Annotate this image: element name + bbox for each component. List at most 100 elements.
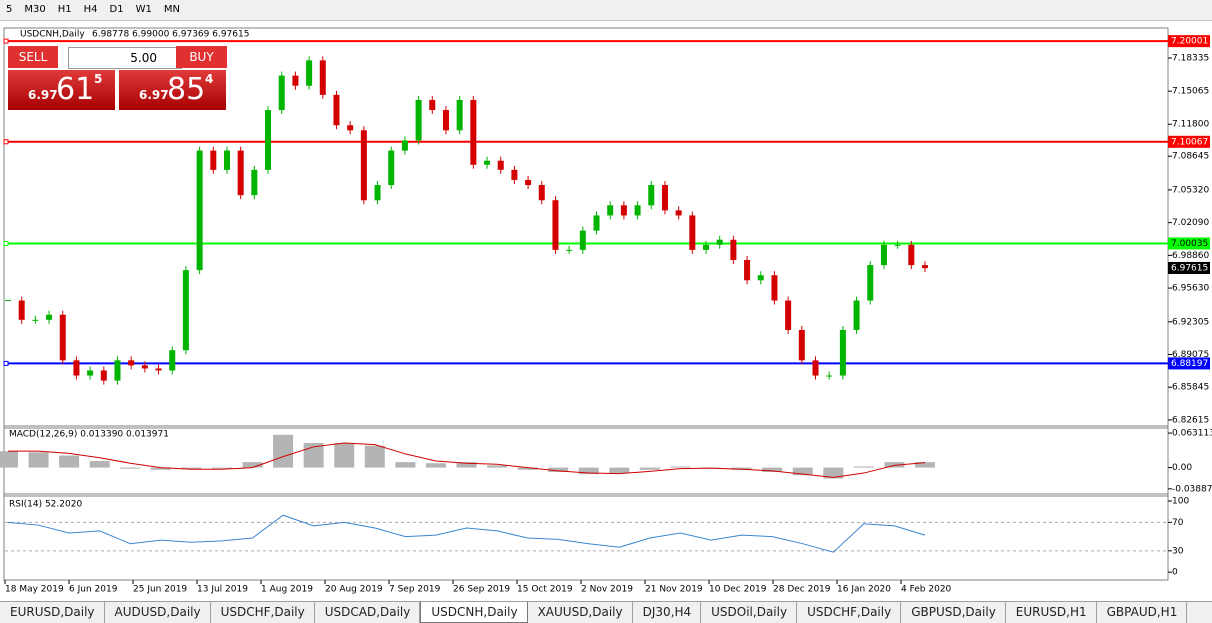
candle [648,185,655,206]
candle [661,185,668,211]
chart-tab[interactable]: EURUSD,Daily [0,602,105,623]
macd-bar [762,467,783,472]
macd-bar [89,461,110,468]
candle [634,205,641,216]
chart-window: USDCNH,Daily 6.98778 6.99000 6.97369 6.9… [0,27,1212,595]
candle [347,125,354,131]
candle [319,60,326,95]
macd-bar [456,462,477,468]
timeframe-button[interactable]: M30 [24,4,46,15]
timeframe-button[interactable]: D1 [109,4,124,15]
x-tick-label: 26 Sep 2019 [453,585,510,595]
x-tick-label: 10 Dec 2019 [709,585,767,595]
chart-tab[interactable]: AUDUSD,Daily [105,602,211,623]
y-tick-label: 7.18335 [1172,54,1209,64]
level-label: 7.10067 [1171,137,1208,147]
macd-bar [425,463,446,468]
candle [798,329,805,361]
macd-bar [487,465,508,468]
candle [114,360,121,381]
candle [237,150,244,196]
candle [456,99,463,131]
candle [442,110,449,131]
chart-tab[interactable]: XAUUSD,Daily [528,602,633,623]
candle [196,150,203,271]
candle [169,350,176,371]
ohlc-label: 6.98778 6.99000 6.97369 6.97615 [92,30,249,40]
macd-bar [0,451,18,468]
candle [333,94,340,126]
candle [100,370,107,381]
candle [579,230,586,250]
lots-input[interactable]: 5.00 [68,47,182,69]
macd-bar [28,452,49,468]
sell-button[interactable]: SELL [8,46,58,68]
chart-tab[interactable]: USDCNH,Daily [420,602,528,623]
current-price-tag [1168,261,1210,274]
candle [497,160,504,170]
x-tick-label: 18 May 2019 [5,585,64,595]
x-tick-label: 1 Aug 2019 [261,585,313,595]
timeframe-button[interactable]: H4 [83,4,98,15]
candle [839,329,846,376]
y-tick-label: 7.11800 [1172,120,1209,130]
chart-tab[interactable]: GBPUSD,Daily [901,602,1006,623]
candle [306,60,313,86]
chart-tab[interactable]: USDCAD,Daily [315,602,421,623]
x-tick-label: 2 Nov 2019 [581,585,633,595]
y-tick-label: 6.92305 [1172,317,1209,327]
timeframe-button[interactable]: MN [163,4,180,15]
chart-tab[interactable]: USDCHF,Daily [211,602,315,623]
ask-price[interactable]: 6.97 85 4 [119,70,226,110]
macd-bar [915,462,935,468]
chart-tabs: EURUSD,Daily AUDUSD,Daily USDCHF,Daily USDC… [0,601,1212,623]
macd-bar [273,434,294,468]
chart-tab[interactable]: DJ30,H4 [633,602,702,623]
timeframe-button[interactable]: 5 [6,4,13,15]
x-tick-label: 21 Nov 2019 [645,585,703,595]
candle [46,314,53,320]
candle [593,215,600,231]
candle [538,185,545,201]
candle [730,239,737,261]
chart-tab[interactable]: GBPAUD,H1 [1097,602,1188,623]
candle [388,150,395,186]
timeframe-button[interactable]: H1 [57,4,72,15]
macd-bar [578,467,599,475]
macd-bar [181,467,202,470]
candle [744,260,751,281]
bid-big: 6.97 [28,88,58,102]
level-tag [1168,237,1210,250]
macd-bar [120,467,141,469]
candle [826,375,833,377]
level-label: 7.00035 [1171,239,1208,249]
candle [87,370,94,376]
x-tick-label: 20 Aug 2019 [325,585,383,595]
x-tick-label: 16 Jan 2020 [837,585,891,595]
chart-tab[interactable]: EURUSD,H1 [1006,602,1097,623]
buy-button[interactable]: BUY [176,46,227,68]
macd-bar [548,467,569,472]
chart-frame [3,27,1169,581]
chart-tab[interactable]: USDOil,Daily [701,602,798,623]
bid-point: 5 [94,72,103,86]
candle [470,99,477,165]
chart-tab[interactable]: USDCHF,Daily [797,602,902,623]
bid-price[interactable]: 6.97 61 5 [8,70,115,110]
y-tick-label: 6.98860 [1172,251,1209,261]
x-tick-label: 15 Oct 2019 [517,585,573,595]
macd-bar [823,467,844,479]
candle [525,179,532,186]
ask-pips: 85 [167,72,206,107]
rsi-label: RSI(14) 52.2020 [9,500,82,510]
timeframe-button[interactable]: W1 [135,4,152,15]
candle [374,185,381,201]
x-tick-label: 13 Jul 2019 [197,585,248,595]
timeframe-toolbar: 5 M30 H1 H4 D1 W1 MN [0,0,1212,21]
lots-value: 5.00 [130,51,157,65]
y-tick-label: 100 [1172,496,1189,506]
rsi-line [7,514,926,553]
ask-point: 4 [205,72,214,86]
candle [278,75,285,111]
macd-bar [59,455,80,468]
